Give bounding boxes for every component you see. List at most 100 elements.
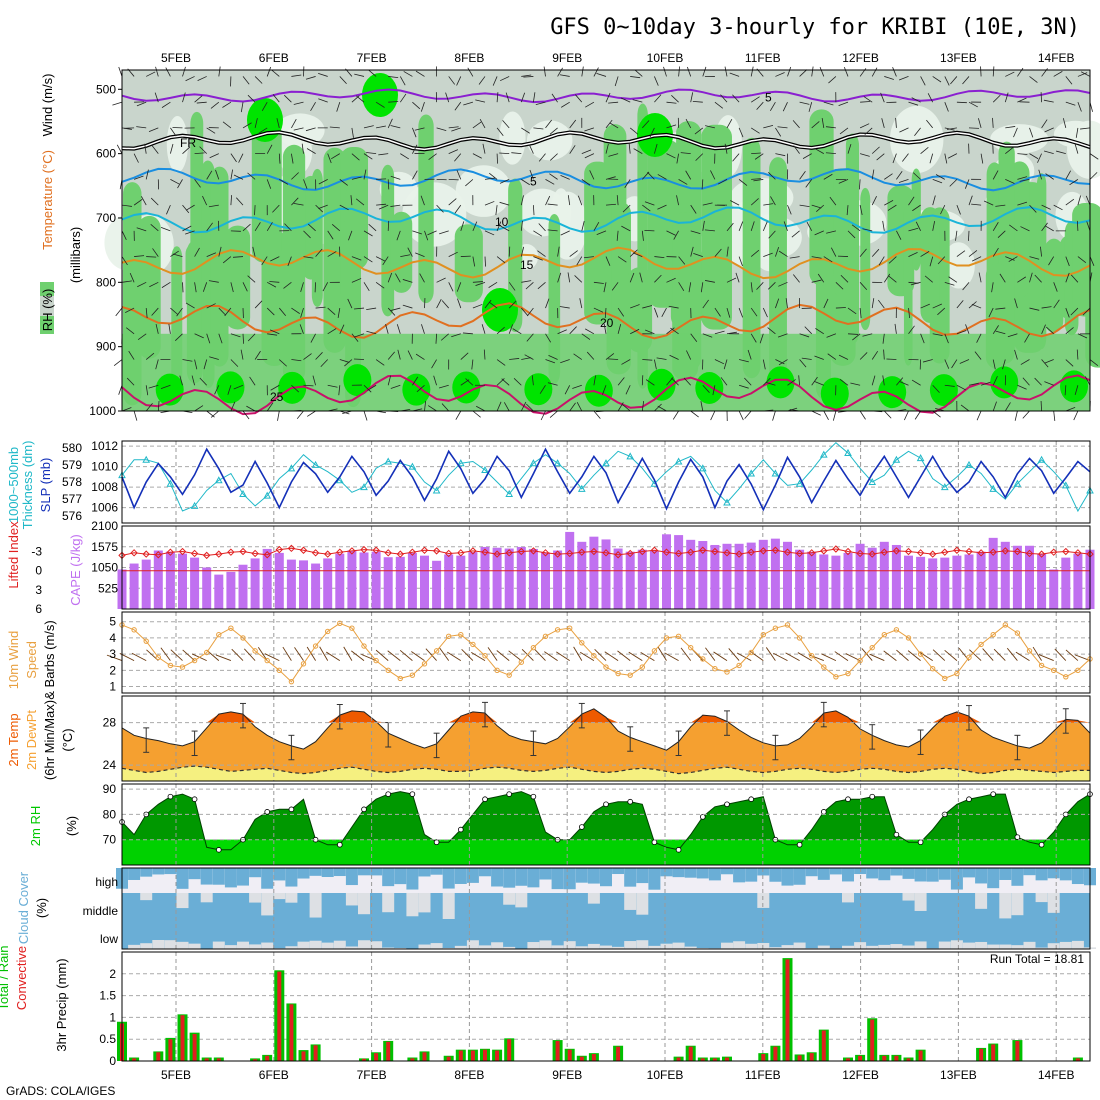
wind-barb xyxy=(412,101,421,110)
wind-barb xyxy=(266,66,272,77)
cloud-low-gap xyxy=(442,947,455,949)
precip-convective-bar xyxy=(846,1058,850,1061)
cloud-low-gap xyxy=(503,946,516,949)
lifted-tick-label: 6 xyxy=(35,602,42,616)
wind-barb xyxy=(980,381,991,386)
wind-barb xyxy=(209,153,219,159)
wind-barb xyxy=(133,410,138,421)
wind-barb xyxy=(533,127,544,130)
cape-bar xyxy=(758,539,768,609)
wind-barb xyxy=(1029,153,1039,160)
cloud-low-gap xyxy=(575,946,588,949)
cloud-high-bar xyxy=(152,868,165,875)
wind10m-marker xyxy=(191,657,198,664)
wind-barb xyxy=(710,410,716,421)
wind-barb xyxy=(1034,274,1042,283)
rh-low-region xyxy=(889,105,944,174)
wind-barb xyxy=(693,253,703,257)
wind10m-marker xyxy=(421,661,428,667)
thickness-marker xyxy=(239,489,247,497)
wind-barb xyxy=(227,385,232,395)
wind10m-marker xyxy=(772,625,779,631)
cloud-high-bar xyxy=(309,868,322,876)
wind-barb xyxy=(182,225,192,232)
wind-barb xyxy=(971,303,982,309)
wind-barb xyxy=(686,66,692,77)
wind-barb xyxy=(560,175,570,180)
wind-barb xyxy=(877,299,885,309)
wind-barb xyxy=(448,126,459,129)
cloud-low-gap xyxy=(382,947,395,949)
thickness-marker xyxy=(965,460,973,468)
wind-barb xyxy=(549,127,558,135)
wind-barb xyxy=(896,230,902,240)
precip-convective-bar xyxy=(410,1058,415,1061)
lifted-index-line xyxy=(121,547,1091,556)
thickness-marker xyxy=(214,476,223,484)
wind10m-barb xyxy=(680,647,692,661)
wind-barb xyxy=(267,333,278,336)
wind-barb xyxy=(427,405,437,412)
wind-barb xyxy=(1029,256,1040,260)
wind10m-barb xyxy=(773,652,788,661)
wind-barb xyxy=(1040,246,1042,257)
cloud-low-gap xyxy=(345,946,358,949)
wind-barb xyxy=(242,282,248,292)
cape-bar xyxy=(141,559,151,609)
precip-convective-bar xyxy=(132,1058,137,1061)
wind-barb xyxy=(799,204,810,208)
lifted-index-marker xyxy=(686,548,695,556)
wind-barb xyxy=(654,143,658,154)
wind-barb xyxy=(351,95,360,103)
wind-barb xyxy=(581,179,591,186)
wind-barb xyxy=(160,226,171,232)
lifted-index-marker xyxy=(202,551,211,560)
wind-barb xyxy=(908,101,919,106)
cape-tick-label: 525 xyxy=(98,581,118,595)
wind10m-barb xyxy=(439,647,450,661)
wind-barb xyxy=(937,256,946,265)
wind-barb xyxy=(756,282,764,290)
lifted-index-marker xyxy=(287,544,296,553)
wind-barb xyxy=(787,204,792,215)
wind-barb xyxy=(492,76,498,86)
wind10m-marker xyxy=(591,653,597,659)
cloud-middle-gap xyxy=(757,893,770,908)
wind10m-barb xyxy=(343,646,353,661)
wind-barb xyxy=(1053,204,1063,211)
wind-barb xyxy=(882,333,885,344)
wind-barb xyxy=(911,379,921,386)
wind-barb xyxy=(1022,410,1030,419)
cloud-middle-gap xyxy=(999,893,1012,919)
cloud-high-bar xyxy=(648,868,661,890)
wind10m-barb xyxy=(319,646,329,661)
wind-barb xyxy=(467,67,474,77)
wind-barb xyxy=(351,256,362,261)
wind-barb xyxy=(956,300,964,309)
cape-axis-label: CAPE (J/kg) xyxy=(68,534,83,606)
cloud-low-gap xyxy=(164,940,177,949)
wind-barb xyxy=(645,329,655,335)
wind-barb xyxy=(154,92,159,103)
cloud-low-gap xyxy=(333,940,346,949)
wind10m-marker xyxy=(978,641,984,648)
wind-barb xyxy=(962,76,970,85)
cloud-high-bar xyxy=(963,868,975,878)
precip-convective-bar xyxy=(1075,1058,1080,1061)
wind-barb xyxy=(816,204,825,213)
wind-barb xyxy=(968,195,973,206)
wind-barb xyxy=(726,222,734,232)
wind-barb xyxy=(825,152,836,155)
wind-barb xyxy=(160,384,171,390)
wind-barb xyxy=(293,101,304,105)
wind-barb xyxy=(170,250,179,257)
cloud-high-bar xyxy=(491,868,504,887)
cloud-low-gap xyxy=(358,940,370,949)
wind-barb xyxy=(785,298,788,309)
precip-convective-bar xyxy=(507,1039,512,1061)
precip-convective-bar xyxy=(591,1054,596,1061)
cloud-low-gap xyxy=(370,941,383,949)
wind-barb xyxy=(1040,400,1042,412)
wind-barb xyxy=(185,76,195,82)
wind-barb xyxy=(230,333,241,338)
